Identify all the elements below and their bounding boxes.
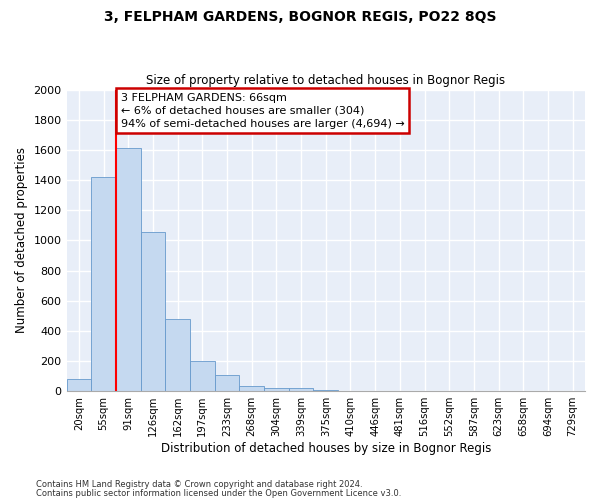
Title: Size of property relative to detached houses in Bognor Regis: Size of property relative to detached ho… (146, 74, 505, 87)
Bar (116, 148, 140, 391)
Bar (67, 379, 91, 391)
Bar (91, 177, 116, 391)
Y-axis label: Number of detached properties: Number of detached properties (15, 148, 28, 334)
Bar (165, 319, 190, 391)
Bar (313, 390, 338, 391)
Bar (140, 232, 165, 391)
Bar (239, 386, 264, 391)
Bar (264, 388, 289, 391)
Bar (190, 361, 215, 391)
Bar (289, 388, 313, 391)
Text: Contains public sector information licensed under the Open Government Licence v3: Contains public sector information licen… (36, 488, 401, 498)
X-axis label: Distribution of detached houses by size in Bognor Regis: Distribution of detached houses by size … (161, 442, 491, 455)
Bar (215, 376, 239, 391)
Text: 3, FELPHAM GARDENS, BOGNOR REGIS, PO22 8QS: 3, FELPHAM GARDENS, BOGNOR REGIS, PO22 8… (104, 10, 496, 24)
Text: Contains HM Land Registry data © Crown copyright and database right 2024.: Contains HM Land Registry data © Crown c… (36, 480, 362, 489)
Text: 3 FELPHAM GARDENS: 66sqm
← 6% of detached houses are smaller (304)
94% of semi-d: 3 FELPHAM GARDENS: 66sqm ← 6% of detache… (121, 92, 404, 129)
